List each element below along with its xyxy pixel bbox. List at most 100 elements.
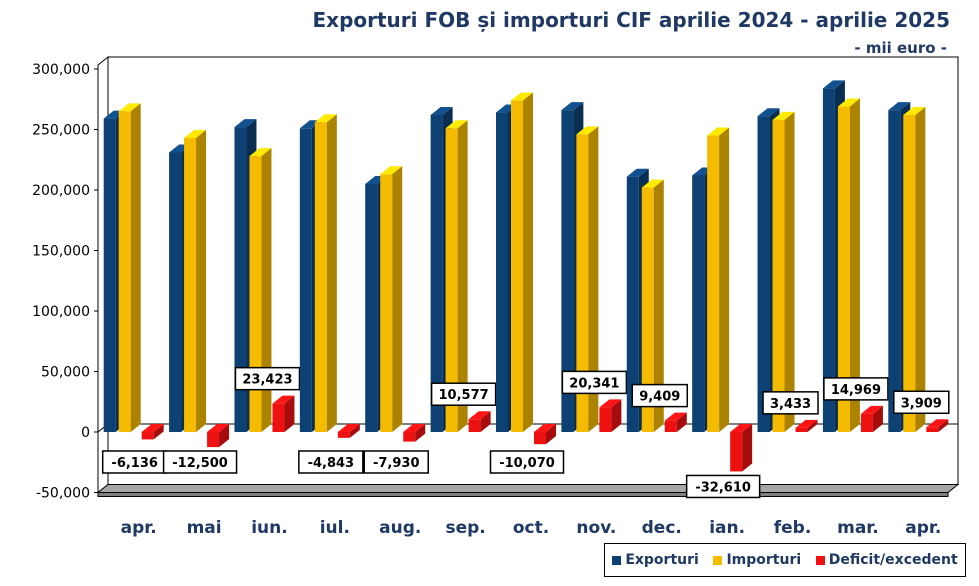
legend-label-importuri: Importuri: [726, 552, 802, 568]
balance-bar-top: [664, 412, 687, 421]
balance-bar-front: [141, 432, 154, 440]
data-label: -4,843: [308, 456, 355, 471]
data-label: 23,423: [242, 373, 292, 388]
balance-bar-front: [403, 432, 416, 442]
balance-bar-top: [403, 424, 426, 432]
chart-title: Exporturi FOB și importuri CIF aprilie 2…: [312, 8, 951, 32]
import-bar-side: [196, 129, 207, 432]
data-label-box: [561, 370, 628, 395]
balance-bar-side: [480, 411, 491, 432]
data-label: 3,909: [901, 396, 942, 411]
import-bar-top: [314, 114, 337, 123]
import-bar-side: [915, 106, 926, 432]
data-label: 9,409: [639, 390, 680, 405]
floor-top: [96, 484, 960, 493]
data-label: 20,341: [569, 376, 619, 391]
x-tick-label: mar.: [837, 518, 879, 538]
balance-bar-front: [207, 432, 220, 448]
import-bar-side: [457, 120, 468, 432]
balance-bar-front: [926, 427, 939, 432]
export-bar-front: [496, 112, 508, 432]
balance-bar-side: [415, 424, 426, 442]
balance-bar-top: [468, 411, 491, 420]
legend-item-exporturi: Exporturi: [612, 552, 699, 568]
legend-swatch-exporturi: [612, 555, 622, 565]
import-bar-top: [576, 126, 599, 135]
export-bar-front: [169, 152, 182, 433]
balance-bar-top: [860, 405, 883, 414]
x-tick-label: ian.: [709, 518, 745, 538]
balance-bar-side: [676, 412, 687, 432]
import-bar-side: [588, 126, 599, 432]
import-bar-top: [380, 166, 403, 175]
balance-bar-front: [337, 432, 350, 438]
export-bar-front: [299, 128, 312, 433]
import-bar-front: [184, 137, 197, 432]
export-bar-top: [561, 102, 584, 111]
import-bar-front: [576, 134, 589, 432]
import-bar-top: [903, 106, 926, 115]
x-tick-label: sep.: [445, 518, 485, 538]
export-bar-front: [692, 175, 705, 433]
import-bar-front: [511, 100, 523, 433]
balance-bar-front: [468, 419, 481, 432]
import-bar-top: [118, 103, 141, 112]
data-label: 10,577: [439, 388, 489, 403]
import-bar-side: [849, 98, 860, 432]
balance-bar-top: [534, 424, 556, 432]
balance-bar-front: [272, 403, 285, 432]
balance-bar-top: [272, 395, 295, 404]
balance-bar-side: [807, 419, 818, 432]
data-label-box: [162, 450, 238, 474]
export-bar-front: [822, 88, 835, 433]
import-bar-side: [719, 127, 730, 433]
import-bar-top: [837, 98, 860, 107]
data-label-box: [489, 450, 565, 474]
import-bar-front: [445, 128, 458, 433]
balance-bar-side: [546, 424, 556, 445]
import-bar-side: [130, 103, 141, 432]
import-bar-top: [249, 148, 272, 157]
y-tick-label: -50,000: [36, 486, 90, 502]
import-bar-side: [523, 92, 533, 433]
import-bar-front: [314, 122, 327, 433]
import-bar-top: [707, 127, 730, 136]
export-bar-top: [822, 80, 845, 89]
balance-bar-side: [153, 424, 164, 440]
export-bar-front: [430, 114, 443, 432]
import-bar-front: [641, 187, 654, 432]
import-bar-front: [903, 114, 916, 432]
balance-bar-front: [534, 432, 546, 445]
y-tick-label: 250,000: [32, 123, 90, 139]
balance-bar-top: [926, 419, 949, 428]
export-bar-top: [757, 108, 780, 117]
export-bar-front: [626, 176, 639, 432]
data-label-box: [298, 450, 364, 474]
export-bar-front: [888, 110, 901, 432]
import-bar-front: [772, 119, 785, 432]
balance-bar-top: [730, 424, 753, 432]
export-bar-front: [234, 127, 247, 432]
import-bar-side: [653, 179, 664, 432]
data-label: -12,500: [172, 456, 228, 471]
export-bar-top: [626, 168, 649, 177]
balance-bar-side: [938, 419, 949, 432]
data-label: -7,930: [373, 456, 420, 471]
import-bar-top: [184, 129, 207, 138]
x-tick-label: mai: [187, 518, 222, 538]
data-label: 3,433: [770, 397, 811, 412]
floor-front: [97, 492, 949, 497]
balance-bar-front: [795, 427, 808, 432]
balance-bar-side: [219, 424, 230, 448]
balance-bar-side: [284, 395, 295, 432]
y-tick-label: 150,000: [32, 244, 90, 260]
export-bar-top: [888, 102, 911, 111]
data-label: -10,070: [499, 456, 555, 471]
data-label-box: [234, 366, 301, 391]
balance-bar-front: [599, 407, 612, 432]
legend-item-deficit: Deficit/excedent: [815, 552, 958, 568]
data-label-box: [631, 383, 689, 408]
export-bar-front: [561, 110, 574, 432]
data-label-box: [430, 382, 497, 406]
import-bar-front: [380, 174, 393, 432]
